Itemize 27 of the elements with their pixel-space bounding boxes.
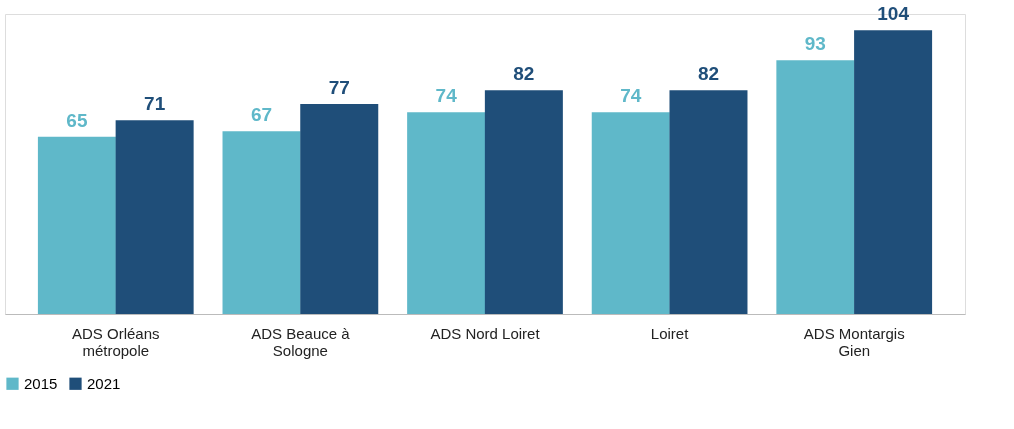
data-label: 104: [877, 3, 910, 25]
x-tick-label: ADS Beauce à Sologne: [251, 324, 351, 359]
x-tick-label: Loiret: [650, 324, 690, 342]
bar: [115, 120, 194, 314]
data-label: 74: [620, 85, 642, 107]
bar: [37, 136, 116, 314]
data-label: 82: [697, 63, 720, 85]
bar: [591, 112, 670, 314]
bar: [776, 60, 855, 314]
x-tick-label: ADS Montargis Gien: [803, 324, 905, 359]
x-tick-label: ADS Orléans métropole: [72, 324, 160, 359]
legend-label: 2021: [87, 374, 121, 392]
data-label: 82: [513, 63, 535, 85]
bar: [222, 131, 301, 314]
data-label: 77: [328, 77, 350, 98]
legend-label: 2015: [24, 374, 58, 392]
data-label: 93: [804, 33, 826, 55]
data-label: 74: [435, 85, 458, 107]
bar: [854, 30, 933, 314]
data-label: 67: [250, 104, 273, 126]
data-label: 71: [144, 93, 166, 115]
bar: [300, 104, 379, 314]
bar: [407, 112, 486, 314]
bar: [669, 90, 748, 314]
data-label: 65: [66, 109, 88, 131]
bar: [484, 90, 563, 314]
x-tick-label: ADS Nord Loiret: [430, 324, 541, 342]
